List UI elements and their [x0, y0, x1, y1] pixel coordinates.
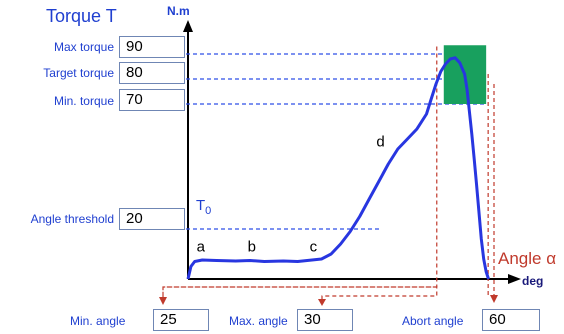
max-torque-label: Max torque: [53, 40, 114, 54]
target-torque-field[interactable]: 80: [119, 62, 185, 84]
min-torque-field[interactable]: 70: [119, 89, 185, 111]
x-axis-unit: deg: [522, 274, 544, 288]
phase-label-d: d: [376, 134, 384, 151]
phase-label-c: c: [310, 239, 318, 256]
angle-feed-guide: [162, 286, 438, 300]
abort-angle-label: Abort angle: [402, 314, 464, 328]
x-axis-arrow-icon: [508, 274, 521, 284]
phase-label-a: a: [197, 239, 206, 256]
max-angle-arrow-icon: [318, 299, 326, 306]
angle-threshold-label: Angle threshold: [30, 212, 114, 226]
min-angle-arrow-icon: [159, 297, 167, 305]
min-angle-label: Min. angle: [70, 314, 126, 328]
abort-angle-field[interactable]: 60: [482, 309, 540, 331]
y-axis-unit: N.m: [167, 4, 190, 18]
t0-label: T0: [196, 197, 211, 217]
angle-threshold-field[interactable]: 20: [119, 208, 185, 230]
x-axis-title: Angle α: [498, 249, 557, 268]
abort-angle-arrow-icon: [490, 295, 498, 303]
min-angle-field[interactable]: 25: [153, 309, 209, 331]
y-axis-title: Torque T: [46, 6, 117, 26]
max-angle-label: Max. angle: [229, 314, 288, 328]
max-angle-field[interactable]: 30: [297, 309, 353, 331]
phase-label-b: b: [248, 239, 256, 256]
target-torque-label: Target torque: [43, 66, 114, 80]
min-torque-label: Min. torque: [53, 94, 114, 108]
y-axis-arrow-icon: [183, 20, 193, 32]
torque-curve-series: [186, 56, 490, 280]
max-torque-field[interactable]: 90: [119, 36, 185, 58]
